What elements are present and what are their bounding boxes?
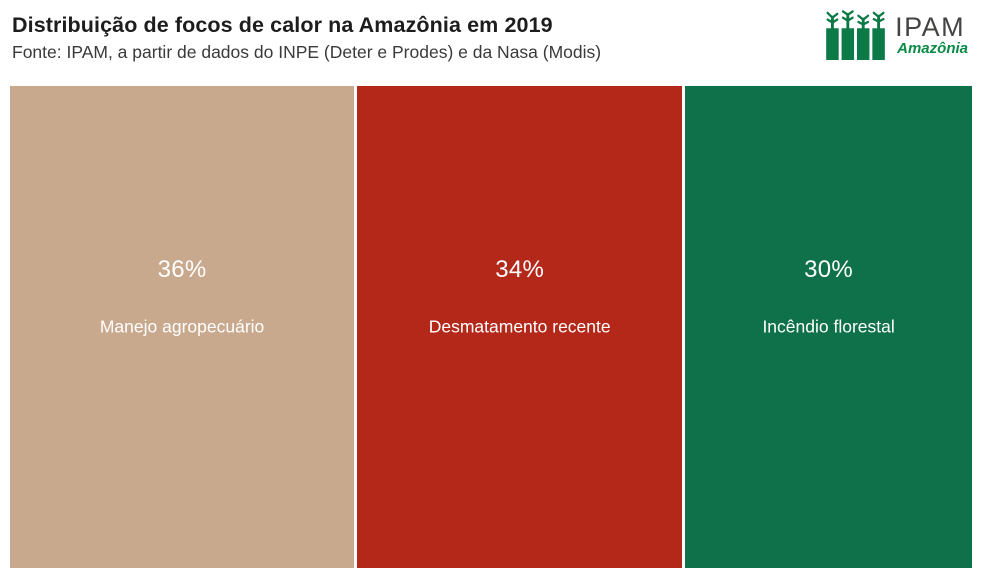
chart-header: Distribuição de focos de calor na Amazôn…: [0, 0, 982, 74]
logo-text: IPAM Amazônia: [895, 13, 968, 57]
segment-incendio-florestal: 30% Incêndio florestal: [685, 86, 972, 568]
treemap-chart: 36% Manejo agropecuário 34% Desmatamento…: [10, 86, 972, 568]
logo-tagline: Amazônia: [897, 40, 968, 57]
segment-desmatamento-recente: 34% Desmatamento recente: [357, 86, 683, 568]
chart-title: Distribuição de focos de calor na Amazôn…: [12, 13, 553, 37]
segment-label: Manejo agropecuário: [99, 316, 265, 337]
segment-value: 30%: [804, 256, 854, 284]
chart-source: Fonte: IPAM, a partir de dados do INPE (…: [12, 42, 602, 62]
ipam-logo: IPAM Amazônia: [825, 10, 968, 60]
segment-value: 34%: [495, 256, 545, 284]
logo-name: IPAM: [895, 12, 966, 42]
trees-icon: [826, 10, 885, 60]
segment-manejo-agropecuario: 36% Manejo agropecuário: [10, 86, 355, 568]
segment-label: Incêndio florestal: [762, 316, 895, 337]
segment-value: 36%: [157, 256, 207, 284]
segment-label: Desmatamento recente: [428, 316, 611, 337]
